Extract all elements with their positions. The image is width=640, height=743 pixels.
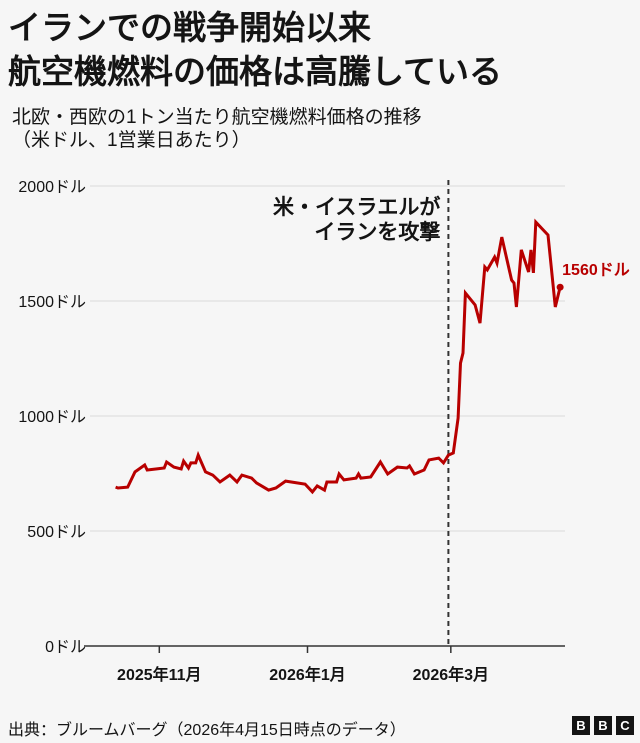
subtitle-line-2: （米ドル、1営業日あたり） bbox=[12, 130, 251, 151]
price-line bbox=[115, 218, 562, 495]
x-tick-label: 2026年1月 bbox=[269, 665, 346, 684]
line-chart: 0ドル 500ドル 1000ドル 1500ドル 2000ドル 2025年11月 2026年1… bbox=[18, 179, 630, 684]
chart-subtitle: 北欧・西欧の1トン当たり航空機燃料価格の推移 （米ドル、1営業日あたり） bbox=[12, 106, 422, 152]
y-tick-label: 2000ドル bbox=[18, 179, 86, 196]
chart-title: イランでの戦争開始以来 航空機燃料の価格は高騰している bbox=[8, 6, 502, 94]
event-annotation-line: イランを攻撃 bbox=[314, 220, 440, 244]
bbc-logo-c: C bbox=[616, 716, 634, 735]
x-tick-label: 2026年3月 bbox=[413, 665, 490, 684]
source-note: 出典：ブルームバーグ（2026年4月15日時点のデータ） bbox=[8, 722, 406, 739]
y-tick-label: 500ドル bbox=[27, 524, 86, 541]
end-value-label: 1560ドル bbox=[562, 262, 630, 279]
y-tick-label: 1000ドル bbox=[18, 409, 86, 426]
event-annotation-line: 米・イスラエルが bbox=[273, 195, 440, 219]
x-tick-label: 2025年11月 bbox=[117, 665, 202, 684]
y-tick-label: 1500ドル bbox=[18, 294, 86, 311]
y-tick-label: 0ドル bbox=[45, 639, 86, 656]
bbc-logo-b2: B bbox=[594, 716, 612, 735]
title-line-2: 航空機燃料の価格は高騰している bbox=[8, 53, 503, 90]
bbc-logo-b1: B bbox=[572, 716, 590, 735]
subtitle-line-1: 北欧・西欧の1トン当たり航空機燃料価格の推移 bbox=[12, 107, 422, 128]
end-point-marker bbox=[556, 283, 564, 291]
title-line-1: イランでの戦争開始以来 bbox=[8, 9, 371, 46]
bbc-logo: B B C bbox=[572, 716, 634, 735]
